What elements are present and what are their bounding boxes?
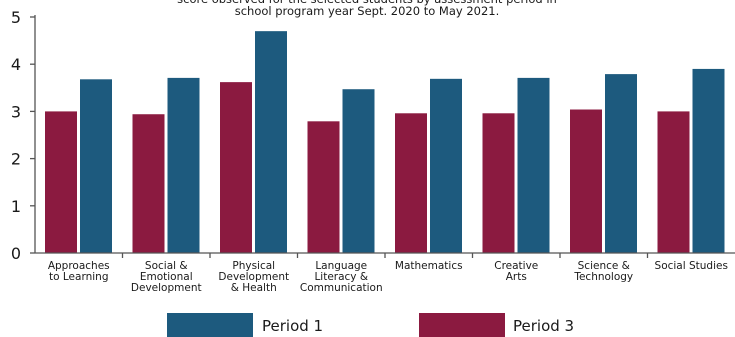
x-tick-label-line: to Learning	[49, 271, 108, 283]
bar-period-1	[342, 89, 375, 253]
bar-period-3	[657, 111, 690, 254]
x-tick-label-line: Science &	[578, 260, 630, 272]
bar-period-1	[255, 31, 287, 253]
x-tick-label-line: Approaches	[48, 260, 110, 272]
bar-period-1	[692, 68, 725, 253]
x-tick-label: Physical Development & Health	[218, 260, 289, 294]
bar-period-1	[605, 74, 637, 253]
y-tick-label: 0	[11, 244, 21, 263]
x-tick-label-line: Emotional	[140, 271, 193, 283]
bar-period-1	[430, 78, 462, 253]
bar-period-3	[220, 82, 252, 253]
bar-period-3	[395, 113, 427, 254]
x-tick-label-line: Mathematics	[395, 260, 463, 272]
x-tick-label-line: Literacy &	[314, 271, 368, 283]
bars	[45, 31, 725, 254]
x-tick-label: Social & Emotional Development	[131, 260, 202, 294]
y-tick-label: 5	[11, 8, 21, 27]
bar-period-1	[167, 77, 200, 253]
x-tick-label-line: & Health	[231, 282, 277, 294]
x-tick-label: Science & Technology	[573, 260, 633, 283]
bar-period-3	[132, 114, 165, 254]
chart-title-line: school program year Sept. 2020 to May 20…	[235, 4, 500, 18]
x-tick-label-line: Language	[315, 260, 367, 272]
x-tick-label-line: Technology	[573, 271, 633, 283]
x-tick-label: Language Literacy & Communication	[300, 260, 383, 294]
y-tick-label: 4	[11, 55, 21, 74]
legend-label: Period 1	[262, 317, 323, 335]
bar-period-3	[482, 113, 515, 254]
legend-label: Period 3	[513, 317, 574, 335]
legend: Period 1 Period 3	[167, 313, 574, 337]
legend-swatch	[419, 313, 505, 337]
x-tick-label: Mathematics	[395, 260, 463, 272]
bar-period-3	[45, 111, 77, 254]
x-tick-label: Approaches to Learning	[48, 260, 110, 283]
y-tick-label: 1	[11, 197, 21, 216]
y-tick-label: 3	[11, 102, 21, 121]
x-tick-label-line: Communication	[300, 282, 383, 294]
x-tick-label-line: Social Studies	[655, 260, 728, 272]
legend-swatch	[167, 313, 253, 337]
chart-title-line: score observed for the selected students…	[177, 0, 557, 6]
bar-period-3	[307, 121, 340, 253]
x-tick-label: Social Studies	[655, 260, 728, 272]
bar-period-1	[80, 79, 112, 253]
x-tick-label-line: Physical	[232, 260, 275, 272]
chart-title: score observed for the selected students…	[177, 0, 557, 18]
x-tick-label-line: Creative	[494, 260, 538, 272]
y-axis: 0 1 2 3 4 5	[11, 8, 36, 263]
x-tick-label-line: Social &	[145, 260, 188, 272]
bar-period-3	[570, 109, 602, 254]
x-tick-label-line: Development	[218, 271, 289, 283]
y-tick-label: 2	[11, 150, 21, 169]
x-tick-label-line: Development	[131, 282, 202, 294]
x-tick-label: Creative Arts	[494, 260, 538, 283]
bar-period-1	[517, 77, 550, 253]
x-tick-label-line: Arts	[506, 271, 527, 283]
